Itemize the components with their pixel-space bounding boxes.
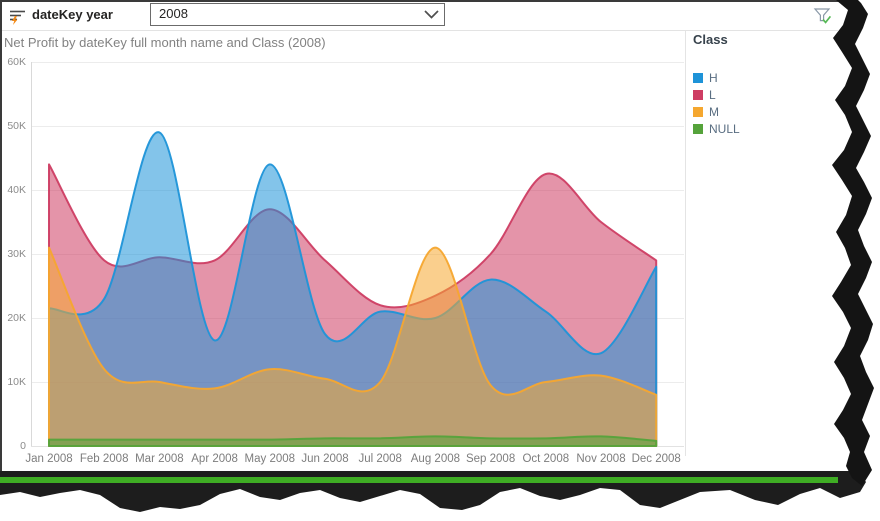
x-axis-tick-label: Feb 2008 <box>79 453 129 465</box>
lightning-icon <box>12 16 18 25</box>
year-dropdown-value: 2008 <box>159 6 188 21</box>
legend-items: H L M NULL <box>693 69 813 137</box>
x-axis-tick-label: Oct 2008 <box>522 453 570 465</box>
x-axis-tick-label: Apr 2008 <box>191 453 238 465</box>
slicer-icon <box>10 10 25 25</box>
chevron-down-icon[interactable] <box>424 10 439 19</box>
year-dropdown[interactable]: 2008 <box>150 3 445 26</box>
legend-item-label: M <box>709 104 719 119</box>
legend-swatch <box>693 106 703 117</box>
x-axis-tick-label: Aug 2008 <box>410 453 461 465</box>
legend-item-M[interactable]: M <box>693 103 813 120</box>
legend-item-label: H <box>709 70 718 85</box>
torn-edge-right <box>832 0 874 486</box>
legend-swatch <box>693 89 703 100</box>
y-axis-tick-label: 60K <box>7 56 26 68</box>
x-axis-tick-label: Dec 2008 <box>631 453 681 465</box>
x-axis-tick-label: May 2008 <box>244 453 296 465</box>
slicer-label: dateKey year <box>32 7 113 22</box>
legend-panel: Class H L M NULL <box>693 32 813 137</box>
slicer-bar: dateKey year 2008 <box>2 2 838 31</box>
funnel-icon <box>813 8 831 22</box>
legend-swatch <box>693 72 703 83</box>
y-axis-tick-label: 40K <box>7 184 26 196</box>
left-border <box>0 0 2 476</box>
x-axis-tick-label: Mar 2008 <box>135 453 184 465</box>
x-axis-tick-label: Jun 2008 <box>301 453 349 465</box>
y-axis-tick-label: 20K <box>7 312 26 324</box>
check-icon <box>822 15 832 24</box>
y-axis-tick-label: 10K <box>7 376 26 388</box>
legend-title: Class <box>693 32 728 47</box>
area-series-H[interactable] <box>48 131 658 447</box>
area-series-M[interactable] <box>48 246 658 447</box>
y-axis-tick-label: 30K <box>7 248 26 260</box>
x-axis-tick-label: Jul 2008 <box>358 453 402 465</box>
series-layer <box>48 131 658 447</box>
legend-item-NULL[interactable]: NULL <box>693 120 813 137</box>
legend-swatch <box>693 123 703 134</box>
chart-title: Net Profit by dateKey full month name an… <box>4 35 326 50</box>
x-axis-tick-label: Sep 2008 <box>465 453 516 465</box>
filter-applied-icon[interactable] <box>812 5 834 27</box>
legend-item-H[interactable]: H <box>693 69 813 86</box>
legend-item-label: L <box>709 87 716 102</box>
legend-item-L[interactable]: L <box>693 86 813 103</box>
x-axis-tick-label: Jan 2008 <box>25 453 73 465</box>
legend-item-label: NULL <box>709 121 740 136</box>
torn-edge-green-line <box>0 477 838 483</box>
y-axis-tick-label: 50K <box>7 120 26 132</box>
area-series-NULL[interactable] <box>48 435 658 447</box>
y-axis-tick-label: 0 <box>20 440 26 452</box>
top-border <box>0 0 842 2</box>
x-axis-tick-label: Nov 2008 <box>576 453 626 465</box>
